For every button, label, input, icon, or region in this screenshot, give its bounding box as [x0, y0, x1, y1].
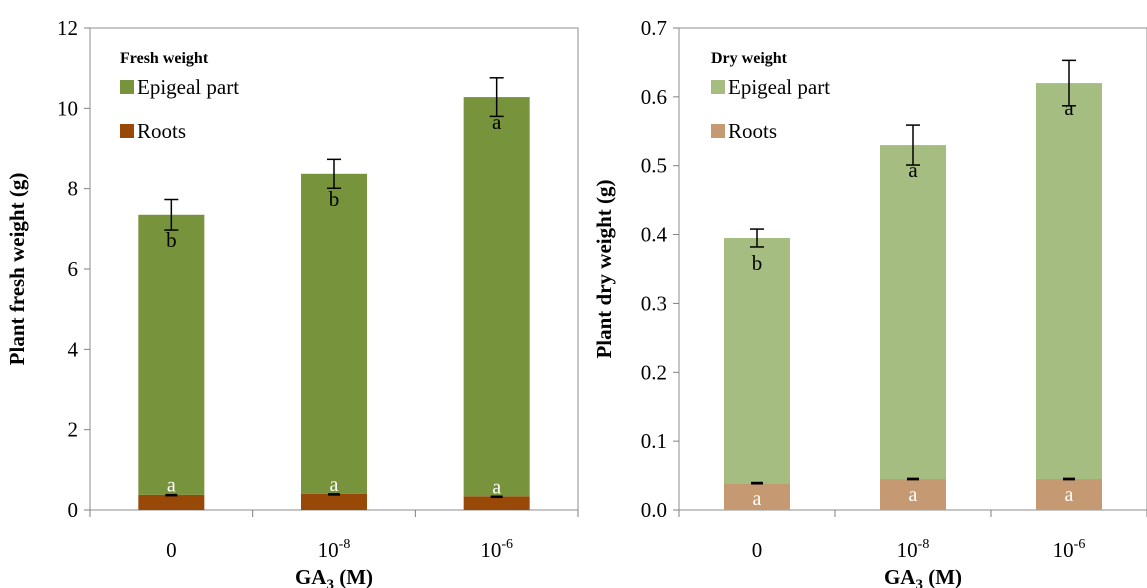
x-tick-label-exponent: -6 — [1074, 537, 1086, 552]
y-tick-label: 2 — [68, 418, 79, 442]
bar-epigeal — [463, 97, 530, 497]
x-axis-title-unit: (M) — [334, 565, 373, 588]
x-tick-label: 0 — [752, 538, 763, 562]
y-tick-label: 0 — [68, 498, 79, 522]
x-axis-title-subscript: 3 — [915, 577, 923, 588]
x-tick-label-exponent: -8 — [339, 537, 351, 552]
bar-epigeal — [301, 173, 367, 494]
significance-letter-roots: a — [1065, 484, 1074, 506]
error-bar-roots — [328, 493, 340, 496]
significance-letter-epigeal: a — [1064, 96, 1074, 120]
y-tick-label: 10 — [57, 96, 78, 120]
error-bar-roots — [490, 495, 503, 499]
y-tick-label: 0.3 — [641, 291, 667, 315]
y-axis-title: Plant fresh weight (g) — [5, 173, 29, 366]
error-bar-roots — [907, 477, 919, 481]
x-tick-label-base: 10 — [318, 538, 339, 562]
significance-letter-roots: a — [909, 484, 918, 506]
y-tick-label: 0.6 — [641, 85, 667, 109]
legend-swatch — [711, 80, 725, 94]
bar-roots — [880, 479, 946, 510]
legend-swatch — [120, 124, 134, 138]
legend-label: Epigeal part — [728, 75, 830, 99]
significance-letter-epigeal: a — [492, 110, 502, 134]
y-tick-label: 0.5 — [641, 154, 667, 178]
legend-label: Roots — [137, 119, 186, 143]
y-tick-label: 12 — [57, 16, 78, 40]
bar-roots — [138, 494, 205, 510]
x-tick-label-base: 10 — [1053, 538, 1074, 562]
x-tick-label-base: 10 — [480, 538, 501, 562]
significance-letter-epigeal: b — [166, 228, 177, 252]
significance-letter-roots: a — [492, 476, 501, 498]
y-tick-label: 0.7 — [641, 16, 667, 40]
x-tick-label: 0 — [166, 538, 177, 562]
significance-letter-roots: a — [330, 474, 339, 496]
y-axis-title: Plant dry weight (g) — [592, 179, 616, 358]
significance-letter-roots: a — [167, 475, 176, 497]
x-axis-title-base: GA — [295, 565, 327, 588]
y-tick-label: 6 — [68, 257, 79, 281]
y-tick-label: 4 — [68, 337, 79, 361]
y-tick-label: 8 — [68, 177, 79, 201]
bar-epigeal — [724, 238, 790, 484]
bar-epigeal — [880, 145, 946, 480]
bar-roots — [301, 493, 367, 510]
significance-letter-epigeal: b — [752, 251, 763, 275]
y-tick-label: 0.0 — [641, 498, 667, 522]
x-axis-title-subscript: 3 — [326, 577, 334, 588]
x-tick-label-exponent: -8 — [918, 537, 930, 552]
chart-panel-2: 0.00.10.20.30.40.50.60.70 10-8 10-6baaaaaD… — [592, 16, 1147, 588]
significance-letter-roots: a — [753, 488, 762, 510]
error-bar-roots — [1063, 477, 1075, 481]
significance-letter-epigeal: b — [329, 187, 340, 211]
legend-label: Roots — [728, 119, 777, 143]
legend-swatch — [120, 80, 134, 94]
y-tick-label: 0.2 — [641, 360, 667, 384]
bar-epigeal — [138, 214, 205, 495]
legend-label: Epigeal part — [137, 75, 239, 99]
x-axis-title: GA3 (M) — [295, 565, 373, 588]
bar-epigeal — [1036, 83, 1102, 480]
y-tick-label: 0.1 — [641, 429, 667, 453]
x-tick-label-exponent: -6 — [501, 537, 513, 552]
significance-letter-epigeal: a — [908, 158, 918, 182]
x-tick-label-base: 0 — [166, 538, 177, 562]
x-tick-label: 10-8 — [318, 537, 351, 562]
x-tick-label: 10-6 — [1053, 537, 1086, 562]
legend-swatch — [711, 124, 725, 138]
x-tick-label-base: 10 — [897, 538, 918, 562]
x-tick-label-base: 0 — [752, 538, 763, 562]
error-bar-roots — [751, 481, 763, 485]
bar-roots — [1036, 479, 1102, 510]
x-axis-title-unit: (M) — [923, 565, 962, 588]
chart-title: Fresh weight — [120, 50, 209, 67]
chart-title: Dry weight — [711, 50, 788, 67]
x-axis-title-base: GA — [884, 565, 916, 588]
x-tick-label: 10-8 — [897, 537, 930, 562]
x-tick-label: 10-6 — [480, 537, 513, 562]
bar-roots — [724, 483, 790, 510]
y-tick-label: 0.4 — [641, 223, 668, 247]
x-axis-title: GA3 (M) — [884, 565, 962, 588]
bar-roots — [463, 496, 530, 510]
error-bar-roots — [165, 493, 178, 497]
